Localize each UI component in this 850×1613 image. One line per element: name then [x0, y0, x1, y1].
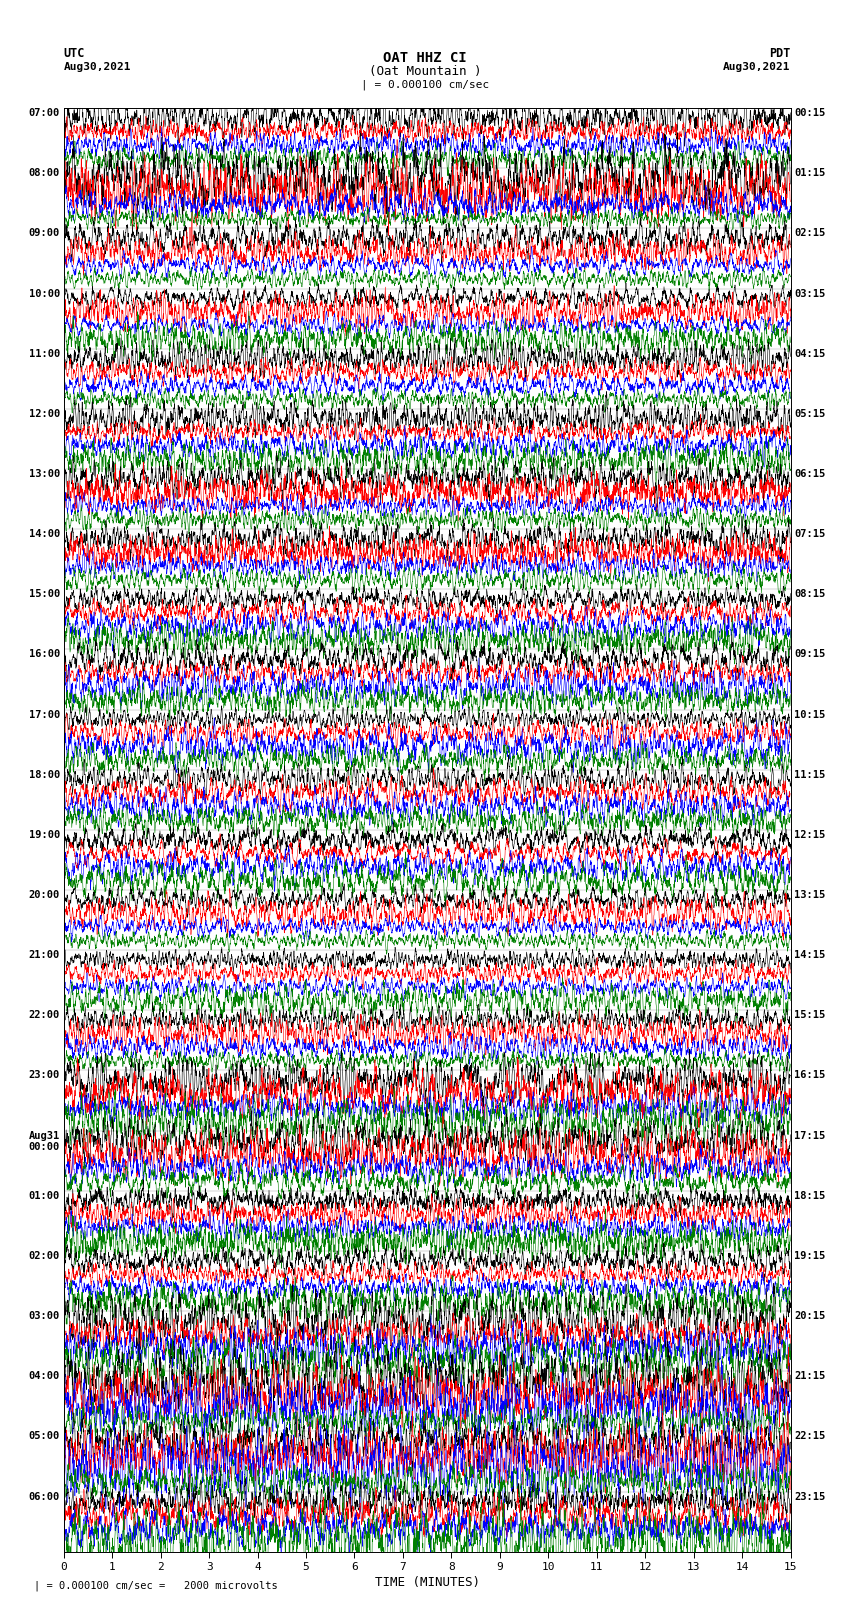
Text: 04:15: 04:15	[794, 348, 825, 358]
Text: 13:00: 13:00	[29, 469, 60, 479]
Text: 03:15: 03:15	[794, 289, 825, 298]
Text: 02:00: 02:00	[29, 1252, 60, 1261]
Text: 11:00: 11:00	[29, 348, 60, 358]
Text: UTC: UTC	[64, 47, 85, 60]
Text: 19:00: 19:00	[29, 829, 60, 840]
Text: 14:15: 14:15	[794, 950, 825, 960]
Text: 19:15: 19:15	[794, 1252, 825, 1261]
Text: 00:15: 00:15	[794, 108, 825, 118]
Text: 12:00: 12:00	[29, 408, 60, 419]
Text: 12:15: 12:15	[794, 829, 825, 840]
Text: 09:00: 09:00	[29, 229, 60, 239]
Text: 20:15: 20:15	[794, 1311, 825, 1321]
Text: 08:00: 08:00	[29, 168, 60, 177]
Text: OAT HHZ CI: OAT HHZ CI	[383, 52, 467, 65]
Text: 20:00: 20:00	[29, 890, 60, 900]
Text: 06:00: 06:00	[29, 1492, 60, 1502]
Text: 17:15: 17:15	[794, 1131, 825, 1140]
Text: Aug30,2021: Aug30,2021	[64, 61, 131, 71]
Text: 03:00: 03:00	[29, 1311, 60, 1321]
Text: 21:15: 21:15	[794, 1371, 825, 1381]
Text: 21:00: 21:00	[29, 950, 60, 960]
Text: 05:15: 05:15	[794, 408, 825, 419]
Text: 02:15: 02:15	[794, 229, 825, 239]
Text: 15:00: 15:00	[29, 589, 60, 600]
Text: 18:15: 18:15	[794, 1190, 825, 1200]
Text: 08:15: 08:15	[794, 589, 825, 600]
Text: 05:00: 05:00	[29, 1431, 60, 1442]
Text: 07:15: 07:15	[794, 529, 825, 539]
Text: (Oat Mountain ): (Oat Mountain )	[369, 65, 481, 77]
Text: 07:00: 07:00	[29, 108, 60, 118]
Text: 14:00: 14:00	[29, 529, 60, 539]
Text: 17:00: 17:00	[29, 710, 60, 719]
Text: 11:15: 11:15	[794, 769, 825, 779]
X-axis label: TIME (MINUTES): TIME (MINUTES)	[375, 1576, 479, 1589]
Text: 16:00: 16:00	[29, 650, 60, 660]
Text: 13:15: 13:15	[794, 890, 825, 900]
Text: 15:15: 15:15	[794, 1010, 825, 1021]
Text: 04:00: 04:00	[29, 1371, 60, 1381]
Text: | = 0.000100 cm/sec =   2000 microvolts: | = 0.000100 cm/sec = 2000 microvolts	[34, 1581, 278, 1590]
Text: 18:00: 18:00	[29, 769, 60, 779]
Text: | = 0.000100 cm/sec: | = 0.000100 cm/sec	[361, 79, 489, 90]
Text: 16:15: 16:15	[794, 1071, 825, 1081]
Text: 23:00: 23:00	[29, 1071, 60, 1081]
Text: 22:00: 22:00	[29, 1010, 60, 1021]
Text: 10:15: 10:15	[794, 710, 825, 719]
Text: PDT: PDT	[769, 47, 790, 60]
Text: 06:15: 06:15	[794, 469, 825, 479]
Text: 22:15: 22:15	[794, 1431, 825, 1442]
Text: 01:00: 01:00	[29, 1190, 60, 1200]
Text: 09:15: 09:15	[794, 650, 825, 660]
Text: 01:15: 01:15	[794, 168, 825, 177]
Text: 10:00: 10:00	[29, 289, 60, 298]
Text: 23:15: 23:15	[794, 1492, 825, 1502]
Text: Aug31
00:00: Aug31 00:00	[29, 1131, 60, 1152]
Text: Aug30,2021: Aug30,2021	[723, 61, 791, 71]
